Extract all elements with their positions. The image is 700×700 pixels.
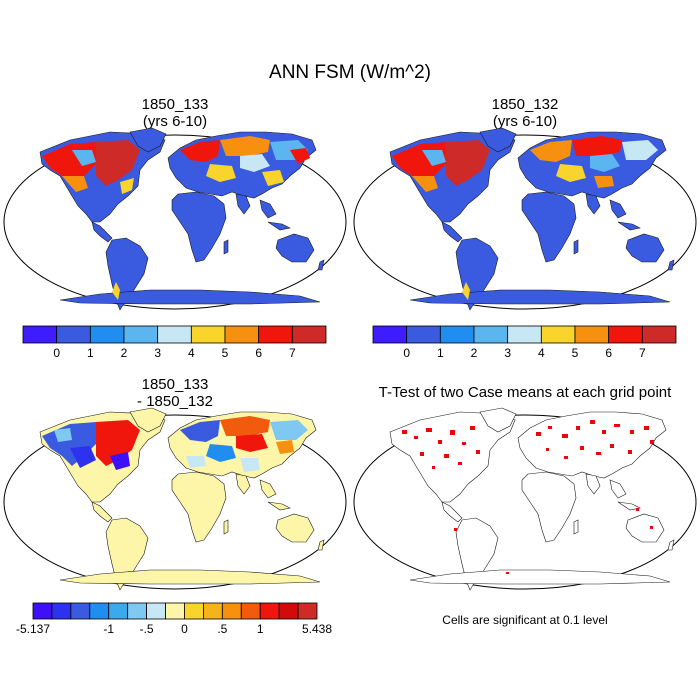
colorbar-box xyxy=(221,602,242,620)
colorbar-label: 1 xyxy=(257,622,264,636)
colorbar-label: 2 xyxy=(471,346,478,360)
colorbar-box xyxy=(297,602,318,620)
colorbar-box xyxy=(51,602,72,620)
colorbar-box xyxy=(641,325,677,344)
colorbar-difference: -5.137 -1 -.5 0 .5 1 5.438 xyxy=(16,602,332,636)
colorbar-box xyxy=(108,602,129,620)
panel-title-line1: 1850_133 xyxy=(141,96,209,113)
significant-cells xyxy=(402,420,654,574)
significance-note: Cells are significant at 0.1 level xyxy=(442,613,608,627)
map-panel-1850-133 xyxy=(3,127,347,311)
colorbar-label: -1 xyxy=(103,622,114,636)
high-latitude-fsm-field xyxy=(392,136,658,300)
colorbar-box xyxy=(157,325,192,344)
panel-title-line2: (yrs 6-10) xyxy=(142,113,208,130)
colorbar-box xyxy=(89,602,110,620)
panel-title-1850-132: 1850_132 (yrs 6-10) xyxy=(425,96,625,130)
panel-title-line2: (yrs 6-10) xyxy=(492,113,558,130)
colorbar-box xyxy=(190,325,226,344)
map-panel-1850-132 xyxy=(353,127,697,311)
colorbar-label: 5 xyxy=(572,346,579,360)
colorbar-box xyxy=(89,325,125,344)
main-title: ANN FSM (W/m^2) xyxy=(269,62,431,83)
colorbar-box xyxy=(56,325,91,344)
colorbar-label: 6 xyxy=(255,346,262,360)
colorbar-absolute-right: 0 1 2 3 4 5 6 7 xyxy=(372,325,677,360)
colorbar-box xyxy=(146,602,166,620)
colorbar-box xyxy=(473,325,509,344)
colorbar-absolute-left: 0 1 2 3 4 5 6 7 xyxy=(22,325,327,360)
colorbar-label: 0 xyxy=(181,622,188,636)
colorbar-label: 1 xyxy=(87,346,94,360)
colorbar-box xyxy=(165,602,185,620)
colorbar-box xyxy=(439,325,475,344)
colorbar-box xyxy=(70,602,91,620)
difference-field xyxy=(42,416,308,472)
colorbar-label: -.5 xyxy=(140,622,154,636)
colorbar-box xyxy=(240,602,261,620)
colorbar-box xyxy=(608,325,643,344)
colorbar-box xyxy=(406,325,441,344)
panel-title-difference: 1850_133 - 1850_132 xyxy=(75,376,275,410)
high-latitude-fsm-field xyxy=(42,136,310,300)
colorbar-box xyxy=(372,325,408,344)
colorbar-label: 7 xyxy=(289,346,296,360)
panel-title-1850-133: 1850_133 (yrs 6-10) xyxy=(75,96,275,130)
colorbar-label: 5 xyxy=(222,346,229,360)
colorbar-label: 0 xyxy=(53,346,60,360)
panel-title-line2: - 1850_132 xyxy=(137,393,213,410)
panel-title-ttest: T-Test of two Case means at each grid po… xyxy=(355,384,695,401)
colorbar-label: 3 xyxy=(504,346,511,360)
colorbar-box xyxy=(291,325,327,344)
colorbar-box xyxy=(574,325,610,344)
panel-title-line1: 1850_132 xyxy=(491,96,559,113)
colorbar-label: 4 xyxy=(538,346,545,360)
map-panel-difference xyxy=(3,407,347,591)
colorbar-box xyxy=(540,325,576,344)
colorbar-box xyxy=(258,325,293,344)
colorbar-label: 1 xyxy=(437,346,444,360)
panel-title-line1: T-Test of two Case means at each grid po… xyxy=(378,384,672,401)
colorbar-label: 6 xyxy=(605,346,612,360)
colorbar-box xyxy=(278,602,299,620)
map-panel-ttest xyxy=(353,407,697,591)
colorbar-label: 4 xyxy=(188,346,195,360)
colorbar-label: .5 xyxy=(217,622,227,636)
colorbar-box xyxy=(202,602,223,620)
colorbar-box xyxy=(184,602,204,620)
colorbar-box xyxy=(22,325,58,344)
colorbar-box xyxy=(259,602,280,620)
colorbar-label: 3 xyxy=(154,346,161,360)
colorbar-box xyxy=(224,325,260,344)
panel-title-line1: 1850_133 xyxy=(141,376,209,393)
colorbar-box xyxy=(127,602,147,620)
colorbar-box xyxy=(32,602,53,620)
colorbar-label: 0 xyxy=(403,346,410,360)
colorbar-box xyxy=(507,325,542,344)
colorbar-label: -5.137 xyxy=(16,622,50,636)
colorbar-label: 2 xyxy=(121,346,128,360)
colorbar-box xyxy=(123,325,159,344)
colorbar-label: 7 xyxy=(639,346,646,360)
colorbar-label: 5.438 xyxy=(302,622,332,636)
